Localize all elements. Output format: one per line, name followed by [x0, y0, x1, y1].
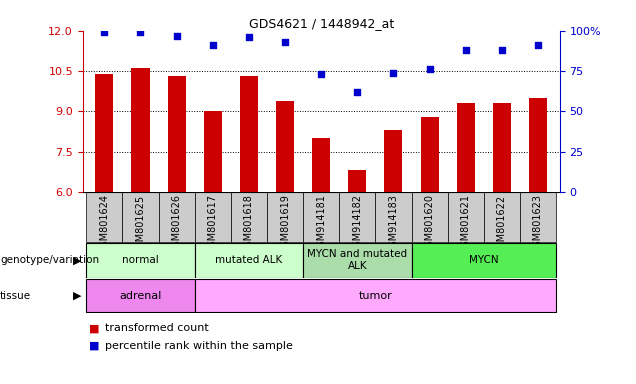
Text: normal: normal: [122, 255, 159, 265]
Text: GSM801624: GSM801624: [99, 195, 109, 253]
Text: GSM914182: GSM914182: [352, 195, 363, 253]
Bar: [375, 192, 411, 242]
Text: GSM914183: GSM914183: [389, 195, 398, 253]
Point: [460, 47, 471, 53]
Bar: [158, 192, 195, 242]
Point: [389, 70, 399, 76]
Text: GSM801617: GSM801617: [208, 195, 218, 253]
Bar: [520, 192, 556, 242]
Point: [533, 42, 543, 48]
Text: GSM801622: GSM801622: [497, 195, 507, 253]
Bar: [86, 243, 195, 278]
Point: [99, 29, 109, 35]
Bar: [484, 192, 520, 242]
Bar: [276, 101, 294, 192]
Point: [352, 89, 363, 95]
Text: tissue: tissue: [0, 291, 31, 301]
Text: ■: ■: [89, 323, 100, 333]
Bar: [312, 138, 330, 192]
Bar: [86, 192, 123, 242]
Bar: [86, 279, 195, 312]
Bar: [349, 170, 366, 192]
Text: MYCN and mutated
ALK: MYCN and mutated ALK: [307, 249, 408, 271]
Point: [280, 39, 290, 45]
Text: ▶: ▶: [73, 291, 81, 301]
Bar: [339, 192, 375, 242]
Text: GSM801625: GSM801625: [135, 195, 146, 253]
Text: GSM801621: GSM801621: [460, 195, 471, 253]
Text: GSM801626: GSM801626: [172, 195, 182, 253]
Text: GSM801623: GSM801623: [533, 195, 543, 253]
Text: percentile rank within the sample: percentile rank within the sample: [105, 341, 293, 351]
Bar: [132, 68, 149, 192]
Point: [172, 33, 182, 39]
Bar: [95, 74, 113, 192]
Bar: [231, 192, 267, 242]
Bar: [457, 103, 474, 192]
Text: GSM801620: GSM801620: [425, 195, 434, 253]
Text: MYCN: MYCN: [469, 255, 499, 265]
Text: ■: ■: [89, 341, 100, 351]
Bar: [303, 192, 339, 242]
Bar: [267, 192, 303, 242]
Bar: [195, 279, 556, 312]
Title: GDS4621 / 1448942_at: GDS4621 / 1448942_at: [249, 17, 394, 30]
Bar: [168, 76, 186, 192]
Text: tumor: tumor: [359, 291, 392, 301]
Text: GSM801619: GSM801619: [280, 195, 290, 253]
Bar: [384, 130, 403, 192]
Text: ▶: ▶: [73, 255, 81, 265]
Bar: [411, 243, 556, 278]
Point: [316, 71, 326, 77]
Bar: [204, 111, 222, 192]
Text: transformed count: transformed count: [105, 323, 209, 333]
Point: [135, 29, 146, 35]
Point: [424, 66, 434, 73]
Text: genotype/variation: genotype/variation: [0, 255, 99, 265]
Bar: [529, 98, 547, 192]
Text: mutated ALK: mutated ALK: [215, 255, 282, 265]
Point: [244, 34, 254, 40]
Bar: [240, 76, 258, 192]
Bar: [493, 103, 511, 192]
Point: [208, 42, 218, 48]
Text: GSM801618: GSM801618: [244, 195, 254, 253]
Text: adrenal: adrenal: [120, 291, 162, 301]
Bar: [448, 192, 484, 242]
Bar: [411, 192, 448, 242]
Bar: [420, 117, 439, 192]
Bar: [123, 192, 158, 242]
Bar: [195, 192, 231, 242]
Point: [497, 47, 507, 53]
Bar: [303, 243, 411, 278]
Text: GSM914181: GSM914181: [316, 195, 326, 253]
Bar: [195, 243, 303, 278]
